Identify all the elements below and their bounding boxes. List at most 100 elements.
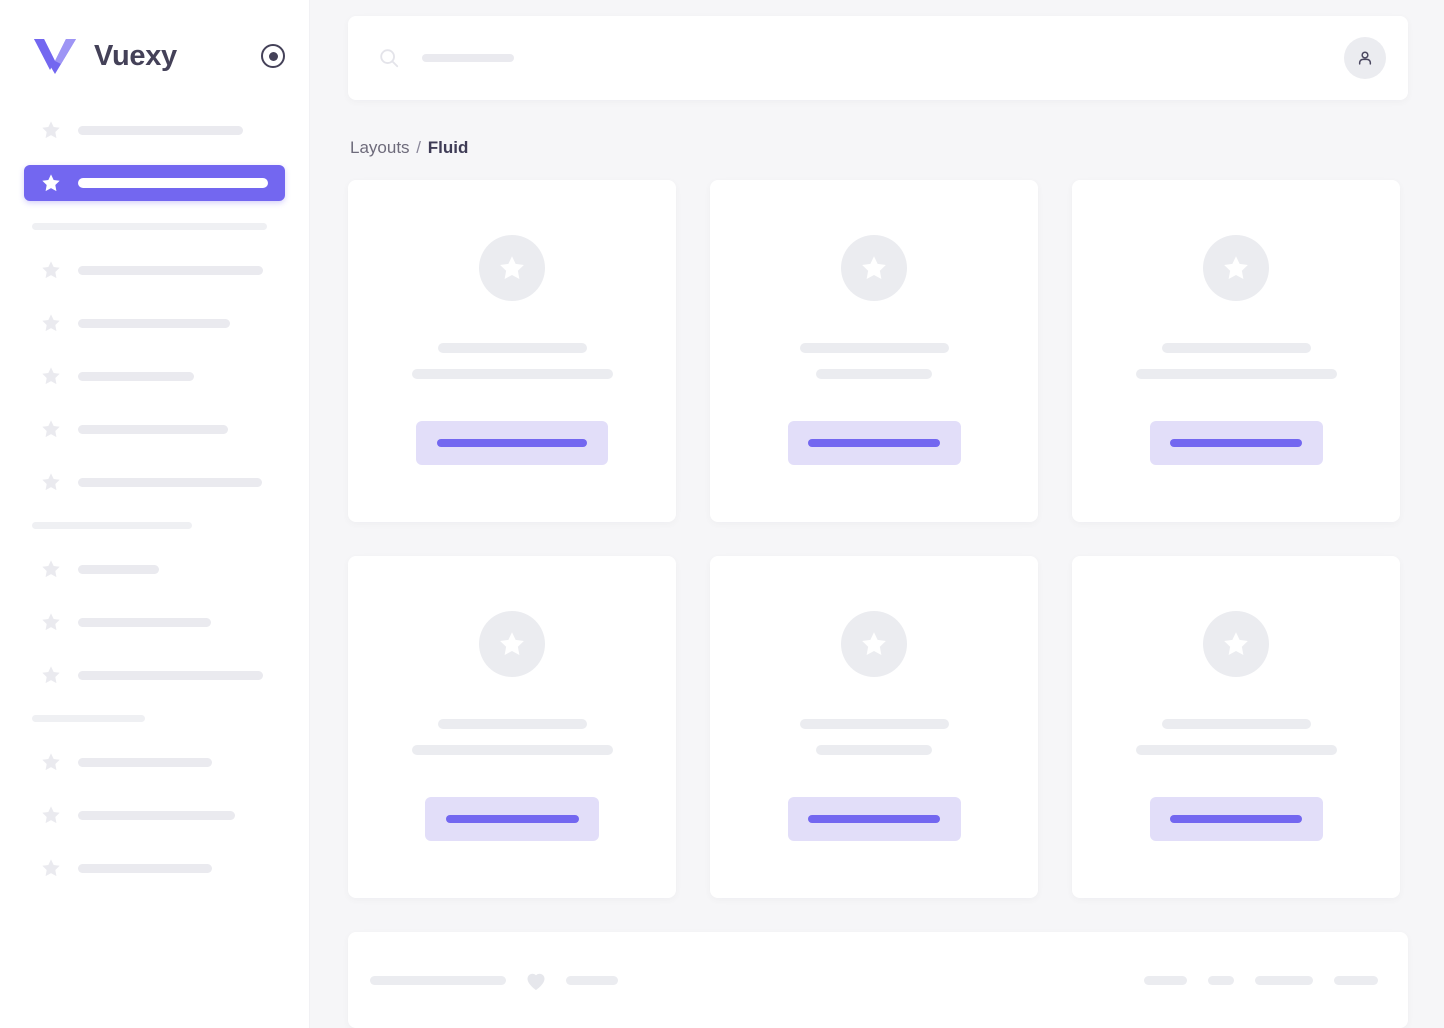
card-2[interactable] [710,180,1038,522]
footer-text-placeholder-1 [370,975,506,985]
card-subtitle-placeholder [816,745,932,755]
star-icon [40,418,62,440]
card-action-button[interactable] [425,797,599,841]
sidebar-item-7[interactable] [24,464,285,500]
sidebar-item-label-placeholder [78,424,228,434]
card-subtitle-placeholder [1135,369,1337,379]
star-icon [40,558,62,580]
card-action-button[interactable] [416,421,608,465]
star-icon [40,857,62,879]
sidebar-item-label-placeholder [78,810,235,820]
sidebar-item-2-active[interactable] [24,165,285,201]
circle-dot-icon[interactable] [261,44,285,68]
star-icon [40,259,62,281]
footer-link-placeholder-1[interactable] [1144,975,1187,985]
sidebar-section-divider [32,223,267,230]
star-icon [500,256,524,279]
sidebar-section-divider [32,715,145,722]
search-placeholder-bar [422,54,514,62]
sidebar-item-6[interactable] [24,411,285,447]
sidebar-group-3 [24,551,285,693]
brand-name: Vuexy [94,39,177,72]
card-subtitle-placeholder [816,369,932,379]
footer-link-placeholder-2[interactable] [1208,975,1234,985]
star-icon [40,804,62,826]
sidebar-item-label-placeholder [78,265,263,275]
breadcrumb-separator: / [416,138,422,157]
star-icon [40,119,62,141]
footer-left-group [370,969,618,991]
vuexy-v-logo-icon [32,36,78,76]
star-icon [40,471,62,493]
sidebar: Vuexy [0,0,310,1028]
star-icon [862,632,886,655]
sidebar-item-13[interactable] [24,850,285,886]
sidebar-item-label-placeholder [78,371,194,381]
sidebar-nav [0,112,309,886]
sidebar-item-1[interactable] [24,112,285,148]
card-subtitle-placeholder [1135,745,1337,755]
sidebar-item-label-placeholder [78,318,230,328]
card-avatar [479,235,545,301]
star-icon [40,611,62,633]
card-action-button[interactable] [787,421,961,465]
sidebar-item-5[interactable] [24,358,285,394]
sidebar-item-11[interactable] [24,744,285,780]
card-title-placeholder [437,343,587,353]
sidebar-item-12[interactable] [24,797,285,833]
sidebar-item-label-placeholder [78,477,262,487]
card-4[interactable] [348,556,676,898]
footer-right-group [1144,975,1378,985]
card-3[interactable] [1072,180,1400,522]
sidebar-item-label-placeholder [78,617,211,627]
search-input[interactable] [378,47,1344,69]
card-5[interactable] [710,556,1038,898]
card-subtitle-placeholder [411,745,613,755]
star-icon [1224,256,1248,279]
card-action-button[interactable] [1149,797,1323,841]
card-1[interactable] [348,180,676,522]
sidebar-group-4 [24,744,285,886]
card-title-placeholder [1161,343,1311,353]
sidebar-item-label-placeholder [78,670,263,680]
footer-link-placeholder-3[interactable] [1255,975,1313,985]
card-action-button[interactable] [787,797,961,841]
sidebar-item-label-placeholder [78,863,212,873]
card-avatar [841,611,907,677]
card-grid [348,180,1408,898]
sidebar-group-2 [24,252,285,500]
card-title-placeholder [1161,719,1311,729]
card-avatar [479,611,545,677]
card-title-placeholder [437,719,587,729]
star-icon [500,632,524,655]
footer-link-placeholder-4[interactable] [1334,975,1378,985]
brand-header: Vuexy [0,0,309,112]
sidebar-item-9[interactable] [24,604,285,640]
card-action-button[interactable] [1149,421,1323,465]
star-icon [40,312,62,334]
search-icon [378,47,400,69]
sidebar-item-8[interactable] [24,551,285,587]
star-icon [862,256,886,279]
main-content: Layouts / Fluid [310,0,1444,1028]
sidebar-item-label-placeholder [78,125,243,135]
card-title-placeholder [799,719,949,729]
breadcrumb-parent[interactable]: Layouts [350,138,410,157]
card-subtitle-placeholder [411,369,613,379]
star-icon [40,365,62,387]
sidebar-item-4[interactable] [24,305,285,341]
star-icon [40,172,62,194]
card-title-placeholder [799,343,949,353]
breadcrumb: Layouts / Fluid [350,138,1408,158]
card-6[interactable] [1072,556,1400,898]
sidebar-item-10[interactable] [24,657,285,693]
avatar[interactable] [1344,37,1386,79]
footer-text-placeholder-2 [566,975,618,985]
card-avatar [1203,611,1269,677]
sidebar-item-3[interactable] [24,252,285,288]
star-icon [1224,632,1248,655]
star-icon [40,751,62,773]
breadcrumb-current: Fluid [427,138,469,157]
card-avatar [1203,235,1269,301]
